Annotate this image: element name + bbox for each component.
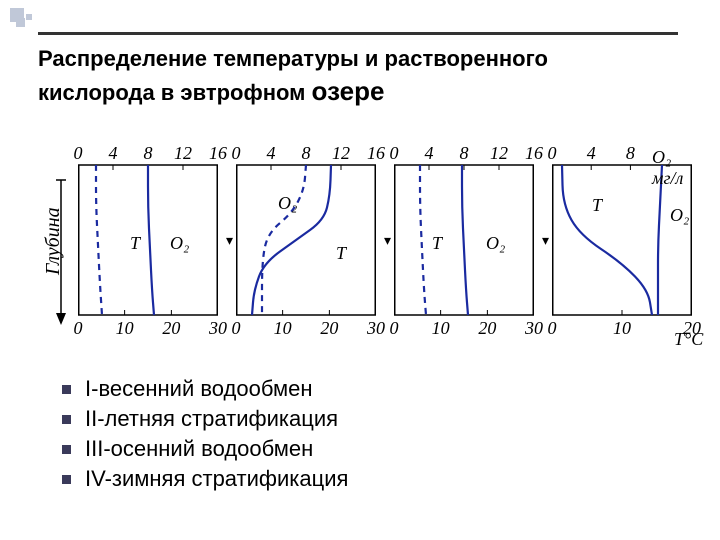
panel-plot: [236, 135, 376, 345]
bottom-tick-label: 0: [74, 318, 83, 339]
bottom-tick-label: 10: [432, 318, 450, 339]
top-tick-label: 8: [626, 143, 635, 164]
bottom-tick-label: 30: [209, 318, 227, 339]
curve-label: O₂: [278, 193, 297, 214]
bottom-tick-label: 30: [367, 318, 385, 339]
top-tick-label: 16: [367, 143, 385, 164]
top-tick-label: 16: [525, 143, 543, 164]
top-tick-label: 0: [390, 143, 399, 164]
legend-text: I-весенний водообмен: [85, 376, 312, 402]
bottom-tick-label: 20: [320, 318, 338, 339]
depth-arrow-icon: [54, 177, 68, 327]
curve-label: T: [432, 233, 442, 254]
legend-item: II-летняя стратификация: [62, 406, 348, 432]
chart-figure: Глубина 04812160102030TO₂04812160102030T…: [20, 135, 700, 345]
title-line-2a: кислорода в эвтрофном: [38, 80, 312, 105]
bottom-tick-label: 10: [274, 318, 292, 339]
depth-tick-icon: ▾: [542, 232, 549, 249]
chart-panel: 04812160102030TO₂▾: [236, 135, 376, 345]
chart-panel: 04812160102030TO₂▾: [394, 135, 534, 345]
top-tick-label: 4: [587, 143, 596, 164]
legend-item: IV-зимняя стратификация: [62, 466, 348, 492]
top-tick-label: 0: [548, 143, 557, 164]
panel-plot: [394, 135, 534, 345]
title-line-1: Распределение температуры и растворенног…: [38, 46, 548, 71]
bottom-tick-label: 20: [478, 318, 496, 339]
curve-label: T: [336, 243, 346, 264]
bullet-icon: [62, 445, 71, 454]
legend-item: I-весенний водообмен: [62, 376, 348, 402]
legend-item: III-осенний водообмен: [62, 436, 348, 462]
top-tick-label: 12: [332, 143, 350, 164]
legend-text: III-осенний водообмен: [85, 436, 313, 462]
chart-panel: 04801020TO₂▾O₂ мг/лT°C: [552, 135, 692, 345]
o2-unit-label: O₂ мг/л: [652, 147, 692, 189]
depth-tick-icon: ▾: [226, 232, 233, 249]
chart-panel: 04812160102030TO₂: [78, 135, 218, 345]
t-unit-label: T°C: [674, 329, 703, 350]
bottom-tick-label: 30: [525, 318, 543, 339]
top-tick-label: 12: [490, 143, 508, 164]
panel-plot: [78, 135, 218, 345]
top-tick-label: 4: [425, 143, 434, 164]
depth-tick-icon: ▾: [384, 232, 391, 249]
curve-label: T: [592, 195, 602, 216]
top-tick-label: 8: [144, 143, 153, 164]
top-tick-label: 16: [209, 143, 227, 164]
bottom-tick-label: 10: [116, 318, 134, 339]
slide-title: Распределение температуры и растворенног…: [38, 44, 678, 109]
curve-label: O₂: [170, 233, 189, 254]
top-tick-label: 8: [302, 143, 311, 164]
title-line-2b: озере: [312, 76, 385, 106]
legend-text: IV-зимняя стратификация: [85, 466, 348, 492]
bullet-icon: [62, 385, 71, 394]
bottom-tick-label: 0: [232, 318, 241, 339]
curve-label: O₂: [670, 205, 689, 226]
top-tick-label: 4: [109, 143, 118, 164]
top-tick-label: 0: [232, 143, 241, 164]
top-tick-label: 8: [460, 143, 469, 164]
bottom-tick-label: 0: [390, 318, 399, 339]
top-tick-label: 0: [74, 143, 83, 164]
top-tick-label: 4: [267, 143, 276, 164]
bottom-tick-label: 20: [162, 318, 180, 339]
legend: I-весенний водообмен II-летняя стратифик…: [62, 376, 348, 496]
bottom-tick-label: 10: [613, 318, 631, 339]
top-tick-label: 12: [174, 143, 192, 164]
bullet-icon: [62, 415, 71, 424]
title-rule: [38, 32, 678, 35]
bullet-icon: [62, 475, 71, 484]
curve-label: T: [130, 233, 140, 254]
bottom-tick-label: 0: [548, 318, 557, 339]
legend-text: II-летняя стратификация: [85, 406, 338, 432]
curve-label: O₂: [486, 233, 505, 254]
